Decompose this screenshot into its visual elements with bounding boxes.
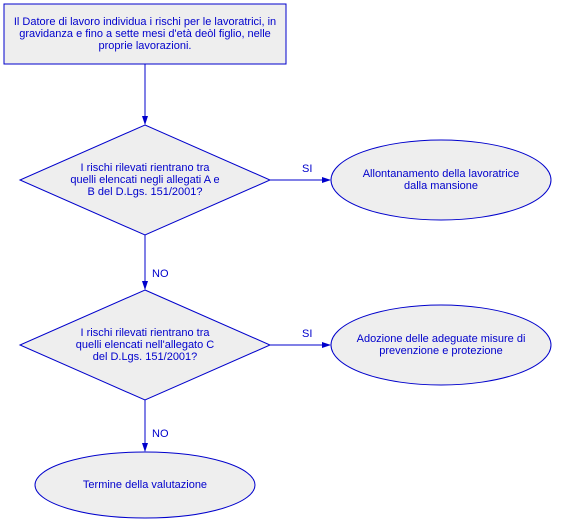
node-start <box>4 4 286 64</box>
node-end <box>35 452 255 518</box>
node-outcome2 <box>331 305 551 385</box>
node-decision2 <box>20 290 270 400</box>
flowchart-canvas <box>0 0 575 524</box>
node-outcome1 <box>331 140 551 220</box>
node-decision1 <box>20 125 270 235</box>
